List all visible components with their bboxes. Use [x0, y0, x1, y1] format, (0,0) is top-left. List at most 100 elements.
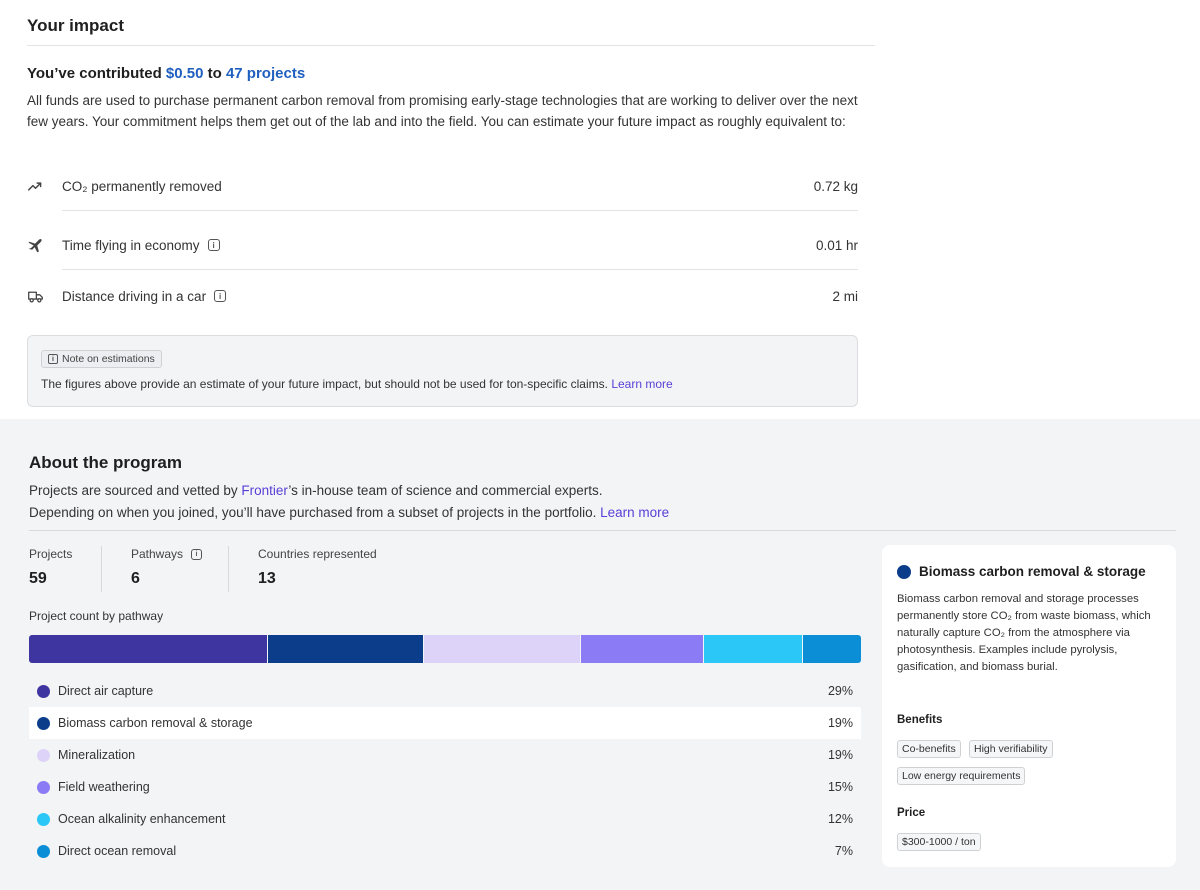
equivalent-label-wrap: Distance driving in a car i	[62, 289, 832, 304]
note-body: The figures above provide an estimate of…	[41, 377, 612, 391]
truck-icon	[27, 288, 62, 305]
pathway-bar-segment[interactable]	[580, 635, 705, 663]
pathway-name: Biomass carbon removal & storage	[58, 716, 253, 730]
pathway-bar-segment[interactable]	[704, 635, 804, 663]
info-icon[interactable]: i	[191, 548, 203, 560]
pathway-color-dot	[37, 684, 50, 698]
pathway-bar-segment[interactable]	[424, 635, 581, 663]
stat-value: 6	[131, 570, 140, 587]
pathway-title-text: Biomass carbon removal & storage	[919, 564, 1146, 579]
pathway-legend-item[interactable]: Biomass carbon removal & storage 19%	[29, 707, 861, 739]
pathway-color-dot	[897, 564, 911, 579]
impact-description: All funds are used to purchase permanent…	[27, 93, 858, 129]
note-tag: i Note on estimations	[41, 350, 162, 368]
equivalent-row-driving: Distance driving in a car i 2 mi	[27, 283, 858, 309]
pathway-percent: 19%	[827, 748, 853, 762]
pathway-legend-item[interactable]: Field weathering 15%	[29, 771, 861, 803]
pathway-percent: 7%	[834, 844, 853, 858]
airplane-icon	[27, 237, 62, 254]
about-title: About the program	[29, 453, 182, 472]
equivalent-row-flying: Time flying in economy i 0.01 hr	[27, 232, 858, 258]
pathway-detail-title: Biomass carbon removal & storage	[897, 564, 1146, 579]
note-text: The figures above provide an estimate of…	[41, 377, 673, 391]
contribution-prefix: You’ve contributed	[27, 65, 166, 82]
stat-label-wrap: Pathways i	[131, 547, 203, 561]
pathway-percent: 29%	[827, 684, 853, 698]
stat-value: 13	[258, 570, 276, 587]
stat-projects: Projects 59	[29, 547, 72, 588]
divider	[62, 210, 858, 211]
equivalent-value: 2 mi	[832, 288, 858, 304]
impact-section: Your impact You’ve contributed $0.50 to …	[0, 0, 1200, 419]
stat-countries: Countries represented 13	[258, 547, 377, 588]
contribution-summary: You’ve contributed $0.50 to 47 projects	[27, 65, 305, 82]
pathway-detail-description: Biomass carbon removal and storage proce…	[897, 593, 1151, 673]
benefit-chip: Co-benefits	[897, 740, 961, 758]
pathway-percent: 12%	[827, 812, 853, 826]
divider	[27, 45, 875, 46]
pathway-legend-item[interactable]: Mineralization 19%	[29, 739, 861, 771]
trending-up-icon	[27, 178, 62, 195]
pathway-name: Ocean alkalinity enhancement	[58, 812, 226, 826]
about-line-2: Depending on when you joined, you’ll hav…	[29, 505, 669, 520]
pathway-color-dot	[37, 844, 50, 858]
divider	[101, 546, 102, 592]
price-heading: Price	[897, 807, 926, 819]
pathway-legend: Direct air capture 29% Biomass carbon remo…	[29, 675, 861, 867]
stat-value: 59	[29, 570, 47, 587]
equivalent-value: 0.72 kg	[813, 178, 858, 194]
impact-title: Your impact	[27, 16, 124, 35]
contribution-amount: $0.50	[165, 65, 204, 82]
about-program-section: About the program Projects are sourced a…	[0, 419, 1200, 890]
pathway-name: Direct air capture	[58, 684, 154, 698]
frontier-link[interactable]: Frontier	[241, 483, 289, 498]
pathway-name: Mineralization	[58, 748, 136, 762]
info-icon[interactable]: i	[214, 290, 227, 302]
contribution-mid: to	[203, 65, 226, 82]
equivalent-label: CO₂ permanently removed	[62, 178, 222, 194]
learn-more-link[interactable]: Learn more	[600, 505, 670, 520]
benefits-heading: Benefits	[897, 714, 943, 726]
info-icon[interactable]: i	[207, 239, 220, 251]
contribution-projects: 47 projects	[225, 65, 306, 82]
divider	[29, 530, 1176, 531]
pathway-name: Field weathering	[58, 780, 150, 794]
pathway-bar-segment[interactable]	[267, 635, 425, 663]
pathway-color-dot	[37, 716, 50, 730]
learn-more-link[interactable]: Learn more	[611, 377, 673, 391]
pathway-color-dot	[37, 812, 50, 826]
benefit-chip: Low energy requirements	[897, 767, 1026, 785]
about-text: Depending on when you joined, you’ll hav…	[29, 505, 601, 520]
divider	[62, 269, 858, 270]
stat-label: Countries represented	[258, 547, 377, 561]
pathway-color-dot	[37, 748, 50, 762]
note-tag-label: Note on estimations	[62, 353, 155, 365]
divider	[228, 546, 229, 592]
pathway-bar-segment[interactable]	[29, 635, 268, 663]
pathway-percent: 15%	[827, 780, 853, 794]
pathway-name: Direct ocean removal	[58, 844, 177, 858]
equivalent-value: 0.01 hr	[815, 237, 858, 253]
stat-pathways: Pathways i 6	[131, 547, 203, 588]
pathway-stacked-bar	[29, 635, 861, 663]
equivalent-row-co2: CO₂ permanently removed 0.72 kg	[27, 173, 858, 199]
pathway-bar-segment[interactable]	[803, 635, 861, 663]
benefit-chip: High verifiability	[969, 740, 1053, 758]
about-line-1: Projects are sourced and vetted by Front…	[29, 483, 603, 498]
about-text: ’s in-house team of science and commerci…	[288, 483, 603, 498]
price-chip: $300-1000 / ton	[897, 833, 981, 851]
pathway-legend-item[interactable]: Direct air capture 29%	[29, 675, 861, 707]
pathway-color-dot	[37, 780, 50, 794]
pathway-percent: 19%	[827, 716, 853, 730]
equivalent-label: Time flying in economy	[62, 237, 200, 253]
stat-label: Pathways	[131, 547, 184, 561]
stat-label: Projects	[29, 547, 73, 561]
equivalent-label: Distance driving in a car	[62, 288, 207, 304]
pathway-chart-label: Project count by pathway	[29, 609, 164, 623]
pathway-detail-card: Biomass carbon removal & storage Biomass…	[882, 545, 1176, 867]
about-text: Projects are sourced and vetted by	[29, 483, 242, 498]
pathway-legend-item[interactable]: Direct ocean removal 7%	[29, 835, 861, 867]
pathway-legend-item[interactable]: Ocean alkalinity enhancement 12%	[29, 803, 861, 835]
estimation-note: i Note on estimations The figures above p…	[27, 335, 858, 407]
equivalent-label-wrap: Time flying in economy i	[62, 238, 816, 253]
